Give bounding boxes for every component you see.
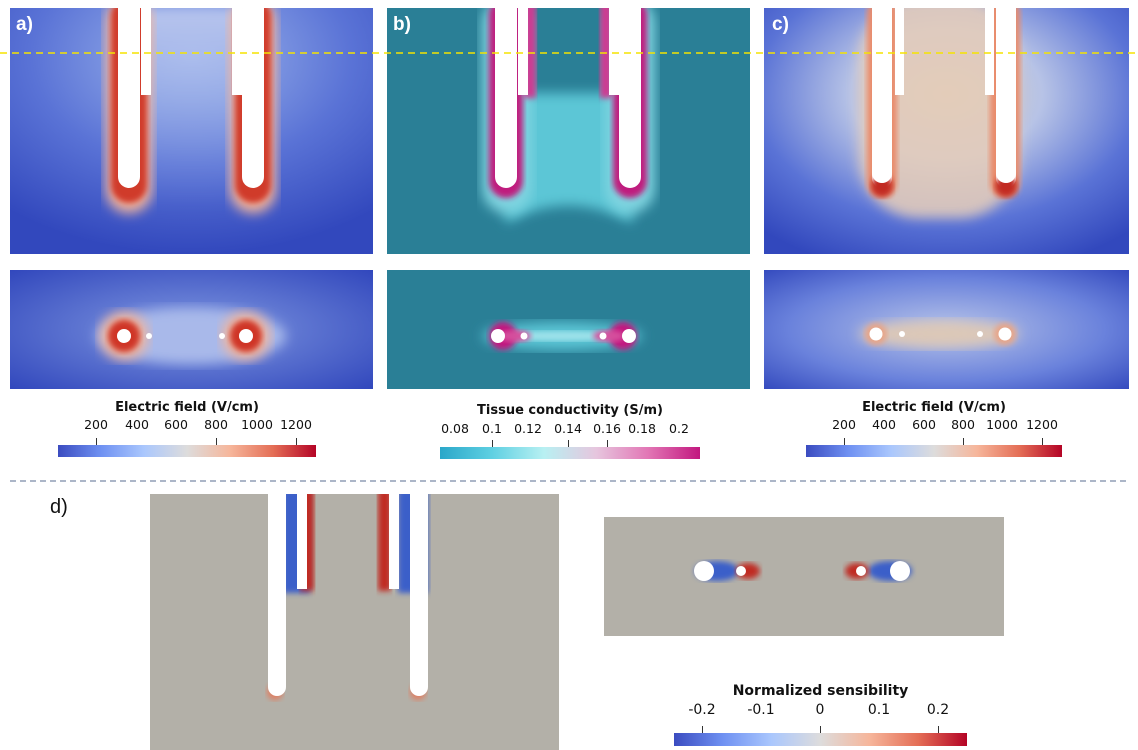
colorbar-gradient bbox=[674, 733, 967, 746]
colorbar-tick: 200 bbox=[84, 417, 108, 432]
colorbar-title: Tissue conductivity (S/m) bbox=[477, 403, 663, 418]
colorbar-tick: -0.1 bbox=[747, 702, 775, 718]
colorbar-tick: 0.12 bbox=[514, 421, 542, 436]
tissue-conductivity-cross-section bbox=[387, 270, 750, 389]
panel-b-label: b) bbox=[393, 14, 411, 35]
colorbar-tick: 0.18 bbox=[628, 421, 656, 436]
colorbar-tick: 0.2 bbox=[669, 421, 689, 436]
colorbar-electric-field-a: Electric field (V/cm) 200 400 600 800 10… bbox=[58, 400, 316, 460]
colorbar-tick: 0.1 bbox=[482, 421, 502, 436]
colorbar-gradient bbox=[806, 445, 1062, 457]
electric-field-cross-section-c bbox=[764, 270, 1129, 389]
colorbar-tick: 0.14 bbox=[554, 421, 582, 436]
colorbar-gradient bbox=[58, 445, 316, 457]
colorbar-tick: 1000 bbox=[241, 417, 273, 432]
colorbar-title: Electric field (V/cm) bbox=[862, 400, 1006, 415]
colorbar-tissue-conductivity: Tissue conductivity (S/m) 0.08 0.1 0.12 … bbox=[440, 403, 700, 463]
colorbar-tick: 400 bbox=[872, 417, 896, 432]
tissue-conductivity-longitudinal-map bbox=[387, 8, 750, 254]
colorbar-tick: 800 bbox=[204, 417, 228, 432]
colorbar-tick: 600 bbox=[164, 417, 188, 432]
colorbar-gradient bbox=[440, 447, 700, 459]
section-guide-line bbox=[0, 52, 1138, 54]
panel-b-top: b) bbox=[387, 8, 750, 254]
panel-a-label: a) bbox=[16, 14, 33, 35]
sensibility-longitudinal-map bbox=[150, 494, 559, 750]
electric-field-cross-section-a bbox=[10, 270, 373, 389]
colorbar-tick: 1200 bbox=[1026, 417, 1058, 432]
sensibility-cross-section-map bbox=[604, 517, 1004, 636]
panel-a-top: a) bbox=[10, 8, 373, 254]
colorbar-tick: 400 bbox=[125, 417, 149, 432]
colorbar-tick: 800 bbox=[951, 417, 975, 432]
panel-a-bottom bbox=[10, 270, 373, 389]
colorbar-tick: 600 bbox=[912, 417, 936, 432]
colorbar-tick: 0.2 bbox=[926, 702, 950, 718]
colorbar-tick: 1200 bbox=[280, 417, 312, 432]
colorbar-tick: 0.16 bbox=[593, 421, 621, 436]
colorbar-tick: 0.1 bbox=[867, 702, 891, 718]
panel-d-label: d) bbox=[50, 496, 68, 518]
colorbar-title: Electric field (V/cm) bbox=[115, 400, 259, 415]
section-divider bbox=[10, 480, 1128, 482]
panel-c-bottom bbox=[764, 270, 1129, 389]
panel-b-bottom bbox=[387, 270, 750, 389]
colorbar-normalized-sensibility: Normalized sensibility -0.2 -0.1 0 0.1 0… bbox=[674, 683, 967, 747]
electric-field-longitudinal-map-c bbox=[764, 8, 1129, 254]
panel-c-label: c) bbox=[772, 14, 789, 35]
panel-c-top: c) bbox=[764, 8, 1129, 254]
electric-field-longitudinal-map-a bbox=[10, 8, 373, 254]
colorbar-tick: 200 bbox=[832, 417, 856, 432]
colorbar-tick: 0 bbox=[815, 702, 825, 718]
colorbar-tick: 0.08 bbox=[441, 421, 469, 436]
colorbar-tick: -0.2 bbox=[688, 702, 716, 718]
colorbar-title: Normalized sensibility bbox=[732, 683, 909, 699]
colorbar-tick: 1000 bbox=[986, 417, 1018, 432]
colorbar-electric-field-c: Electric field (V/cm) 200 400 600 800 10… bbox=[806, 400, 1062, 460]
panel-d-cross-section bbox=[604, 517, 1004, 636]
panel-d-longitudinal bbox=[150, 494, 559, 750]
